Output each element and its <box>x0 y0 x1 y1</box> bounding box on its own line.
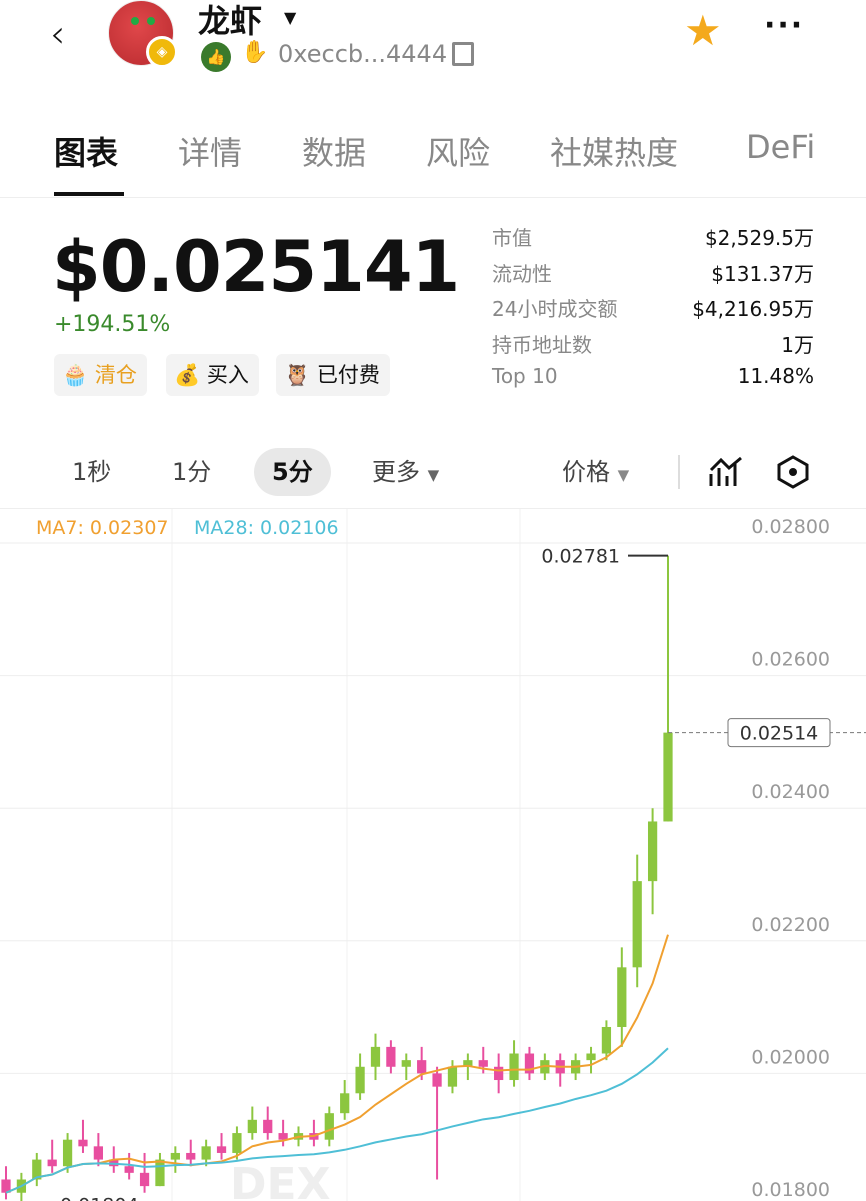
candle-body <box>370 1046 381 1067</box>
price-mode-select[interactable]: 价格 ▼ <box>562 458 630 486</box>
settings-hexagon-icon[interactable] <box>776 455 810 489</box>
stat-holders: 持币地址数 1万 <box>492 332 814 357</box>
star-icon[interactable]: ★ <box>684 6 722 55</box>
high-price-label: 0.02781 <box>541 546 620 568</box>
divider <box>678 455 680 489</box>
candle-body <box>509 1053 519 1081</box>
candle-body <box>386 1046 396 1067</box>
candle-body <box>201 1146 211 1160</box>
money-bag-icon: 💰 <box>174 363 201 387</box>
active-tab-indicator <box>54 192 124 196</box>
candle-body <box>647 821 658 882</box>
candle-body <box>1 1179 11 1193</box>
candle-body <box>124 1166 134 1173</box>
indicator-icon[interactable] <box>708 454 744 488</box>
candle-body <box>247 1119 257 1134</box>
owl-icon: 🦉 <box>284 363 311 387</box>
timeframe-1m[interactable]: 1分 <box>172 458 212 486</box>
tab-details[interactable]: 详情 <box>178 134 243 172</box>
candle-body <box>478 1060 488 1067</box>
candlestick-svg: 0.02800 0.02600 0.02400 0.02200 0.02000 0.018… <box>0 509 866 1201</box>
tab-social[interactable]: 社媒热度 <box>550 134 679 172</box>
chef-hat-icon: 🧁 <box>62 363 89 387</box>
contract-address[interactable]: 0xeccb...4444 <box>278 40 448 68</box>
y-tick-label: 0.01800 <box>751 1179 830 1201</box>
candle-body <box>139 1172 150 1187</box>
bnb-chain-icon: ◈ <box>146 36 178 68</box>
candle-body <box>663 732 673 822</box>
stat-market-cap: 市值 $2,529.5万 <box>492 226 814 250</box>
caret-down-icon[interactable]: ▼ <box>284 8 297 27</box>
candle-body <box>524 1053 535 1074</box>
tab-chart[interactable]: 图表 <box>54 134 119 172</box>
token-stats: 市值 $2,529.5万 流动性 $131.37万 24小时成交额 $4,216.95… <box>492 222 814 400</box>
candle-body <box>355 1066 365 1094</box>
candle-body <box>340 1093 350 1114</box>
candle-body <box>278 1133 288 1140</box>
candle-body <box>447 1066 458 1087</box>
candle-body <box>586 1053 596 1061</box>
current-price-label: 0.02514 <box>740 723 819 745</box>
candle-body <box>93 1146 103 1160</box>
ma28-label: MA28: 0.02106 <box>194 517 339 539</box>
tab-data[interactable]: 数据 <box>302 134 367 172</box>
price-chart[interactable]: 0.02800 0.02600 0.02400 0.02200 0.02000 0.018… <box>0 508 866 1201</box>
candle-body <box>417 1060 427 1074</box>
price-change: +194.51% <box>54 312 171 337</box>
more-icon[interactable]: ··· <box>764 8 805 43</box>
candle-body <box>632 881 642 968</box>
candle-body <box>432 1073 442 1087</box>
candle-body <box>78 1139 88 1147</box>
current-price-box <box>727 718 831 748</box>
candle-body <box>170 1152 180 1160</box>
y-tick-label: 0.02800 <box>751 516 830 538</box>
stat-liquidity: 流动性 $131.37万 <box>492 261 814 286</box>
timeframe-5m[interactable]: 5分 <box>254 448 331 496</box>
candle-body <box>32 1159 42 1180</box>
ma7-label: MA7: 0.02307 <box>36 517 169 539</box>
candle-body <box>494 1066 504 1081</box>
candle-body <box>232 1133 242 1153</box>
candle-body <box>617 967 627 1027</box>
tab-risk[interactable]: 风险 <box>426 134 491 172</box>
stat-top10: Top 10 11.48% <box>492 364 814 388</box>
token-title[interactable]: 龙虾 <box>198 2 263 40</box>
stat-volume-24h: 24小时成交额 $4,216.95万 <box>492 297 814 321</box>
timeframe-more[interactable]: 更多 ▼ <box>372 458 440 486</box>
caret-down-icon: ▼ <box>617 466 630 484</box>
wave-hand-icon: ✋ <box>241 40 269 65</box>
tab-defi[interactable]: DeFi <box>746 128 816 166</box>
copy-icon[interactable] <box>452 42 474 66</box>
ma7-line <box>5 934 669 1194</box>
buy-button[interactable]: 💰 买入 <box>166 354 259 396</box>
paid-button[interactable]: 🦉 已付费 <box>276 354 390 396</box>
candle-body <box>401 1060 411 1067</box>
y-tick-label: 0.02200 <box>751 914 830 936</box>
thumbs-up-icon: 👍 <box>201 42 231 72</box>
timeframe-1s[interactable]: 1秒 <box>72 458 112 486</box>
token-avatar <box>108 0 174 66</box>
candle-body <box>463 1060 473 1067</box>
caret-down-icon: ▼ <box>427 466 440 484</box>
y-tick-label: 0.02000 <box>751 1046 830 1068</box>
candle-body <box>62 1139 73 1167</box>
candle-body <box>216 1146 227 1153</box>
y-tick-label: 0.02400 <box>751 781 830 803</box>
low-price-label: 0.01804 <box>60 1194 139 1201</box>
candle-body <box>155 1159 165 1187</box>
watermark: DEX <box>230 1159 331 1201</box>
candle-body <box>324 1113 334 1140</box>
candle-body <box>263 1119 273 1134</box>
candle-body <box>601 1026 612 1054</box>
ma28-line <box>5 1047 669 1194</box>
back-button[interactable]: ‹ <box>50 12 66 56</box>
current-price: $0.025141 <box>52 226 460 308</box>
y-tick-label: 0.02600 <box>751 649 830 671</box>
clear-position-button[interactable]: 🧁 清仓 <box>54 354 147 396</box>
candle-body <box>47 1159 57 1167</box>
candle-body <box>186 1152 196 1160</box>
tab-bar: 图表 详情 数据 风险 社媒热度 DeFi <box>0 120 866 198</box>
